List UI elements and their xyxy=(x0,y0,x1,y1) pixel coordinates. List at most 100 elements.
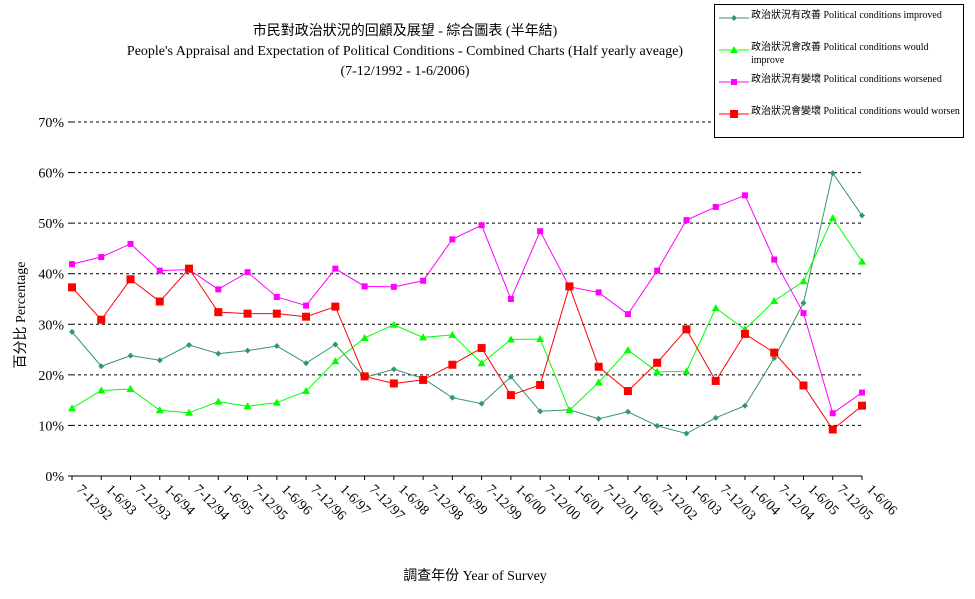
data-point xyxy=(127,240,134,247)
data-point xyxy=(711,304,720,312)
data-point xyxy=(799,381,808,390)
y-tick-label: 30% xyxy=(38,318,64,333)
data-point xyxy=(477,359,486,367)
data-point xyxy=(595,289,602,296)
y-axis-label: 百分比 Percentage xyxy=(14,261,29,369)
data-point xyxy=(331,357,340,365)
data-point xyxy=(712,414,719,421)
data-point xyxy=(244,269,251,276)
legend-item-improved: 政治狀況有改善 Political conditions improved xyxy=(715,9,963,41)
data-point xyxy=(97,386,106,394)
y-tick-label: 20% xyxy=(38,369,64,384)
data-point xyxy=(69,328,75,335)
data-point xyxy=(683,217,690,224)
data-point xyxy=(126,385,135,393)
data-point xyxy=(506,391,515,400)
y-tick-label: 10% xyxy=(38,419,64,434)
data-point xyxy=(68,283,76,292)
chart-title-block: 市民對政治狀況的回顧及展望 - 綜合圖表 (半年結) People's Appr… xyxy=(60,22,750,82)
data-point xyxy=(156,267,163,274)
data-point xyxy=(244,347,251,354)
data-point xyxy=(594,362,603,371)
legend-label-improved: 政治狀況有改善 Political conditions improved xyxy=(751,10,942,21)
data-point xyxy=(155,297,164,306)
data-point xyxy=(68,404,76,412)
legend-label-worsened: 政治狀況有變壞 Political conditions worsened xyxy=(751,74,942,85)
chart-title: 市民對政治狀況的回顧及展望 - 綜合圖表 (半年結) xyxy=(252,24,558,39)
data-point xyxy=(98,363,105,370)
y-tick-label: 60% xyxy=(38,167,64,182)
data-point xyxy=(420,277,427,284)
data-point xyxy=(624,311,631,318)
data-point xyxy=(478,400,485,407)
data-point xyxy=(127,352,134,359)
data-point xyxy=(623,346,632,354)
data-point xyxy=(859,212,865,219)
data-point xyxy=(390,366,397,373)
data-point xyxy=(536,380,545,389)
data-point xyxy=(332,341,339,348)
chart-legend: 政治狀況有改善 Political conditions improved 政治… xyxy=(714,4,964,138)
data-point xyxy=(302,312,311,321)
data-point xyxy=(828,214,837,222)
data-point xyxy=(303,302,310,309)
legend-label-would-improve: 政治狀況會改善 Political conditions would impro… xyxy=(751,42,929,66)
x-axis-label: 調查年份 Year of Survey xyxy=(403,569,547,584)
data-point xyxy=(449,394,456,401)
data-point xyxy=(243,402,252,410)
data-point xyxy=(243,309,252,318)
chart-subtitle: People's Appraisal and Expectation of Po… xyxy=(126,44,684,59)
axes xyxy=(68,121,863,480)
data-point xyxy=(536,334,545,342)
data-point xyxy=(682,367,691,375)
data-point xyxy=(331,302,340,311)
y-tick-label: 0% xyxy=(45,470,64,485)
data-point xyxy=(389,320,398,328)
data-point xyxy=(653,367,662,375)
y-tick-label: 50% xyxy=(38,217,64,232)
data-point xyxy=(507,373,514,380)
y-tick-label: 40% xyxy=(38,268,64,283)
data-point xyxy=(654,422,661,429)
legend-swatch-would-worsen xyxy=(719,110,749,118)
data-point xyxy=(302,387,311,395)
legend-item-worsened: 政治狀況有變壞 Political conditions worsened xyxy=(715,73,963,105)
data-point xyxy=(273,293,280,300)
data-point xyxy=(595,415,602,422)
data-point xyxy=(799,277,808,285)
legend-item-would-worsen: 政治狀況會變壞 Political conditions would worse… xyxy=(715,105,963,137)
data-point xyxy=(156,357,163,364)
legend-label-would-worsen: 政治狀況會變壞 Political conditions would worse… xyxy=(751,106,960,117)
data-point xyxy=(449,236,456,243)
data-point xyxy=(215,350,222,357)
data-point xyxy=(653,358,662,367)
legend-swatch-improved xyxy=(719,15,749,21)
data-point xyxy=(565,282,574,291)
data-point xyxy=(858,401,866,410)
chart-subtitle-range: (7-12/1992 - 1-6/2006) xyxy=(340,64,470,79)
x-tick-labels: 7-12/921-6/937-12/931-6/947-12/941-6/957… xyxy=(73,482,899,523)
series-line-0 xyxy=(71,171,863,435)
data-point xyxy=(537,408,544,415)
data-point xyxy=(215,286,222,293)
data-point xyxy=(448,330,457,338)
data-point xyxy=(624,408,631,415)
data-point xyxy=(272,309,281,318)
y-tick-labels: 0% 10% 20% 30% 40% 50% 60% 70% xyxy=(38,116,64,485)
data-point xyxy=(155,406,164,414)
data-point xyxy=(448,360,457,369)
data-point xyxy=(711,376,720,385)
data-point xyxy=(419,333,428,341)
grid-lines xyxy=(72,121,862,426)
data-point xyxy=(770,297,779,305)
data-point xyxy=(69,261,75,268)
data-point xyxy=(682,325,691,334)
data-point xyxy=(361,283,368,290)
series-line-1 xyxy=(71,217,863,414)
data-point xyxy=(565,406,574,414)
data-point xyxy=(683,430,690,437)
data-point xyxy=(360,372,369,381)
data-point xyxy=(829,410,836,417)
data-point xyxy=(800,310,807,317)
